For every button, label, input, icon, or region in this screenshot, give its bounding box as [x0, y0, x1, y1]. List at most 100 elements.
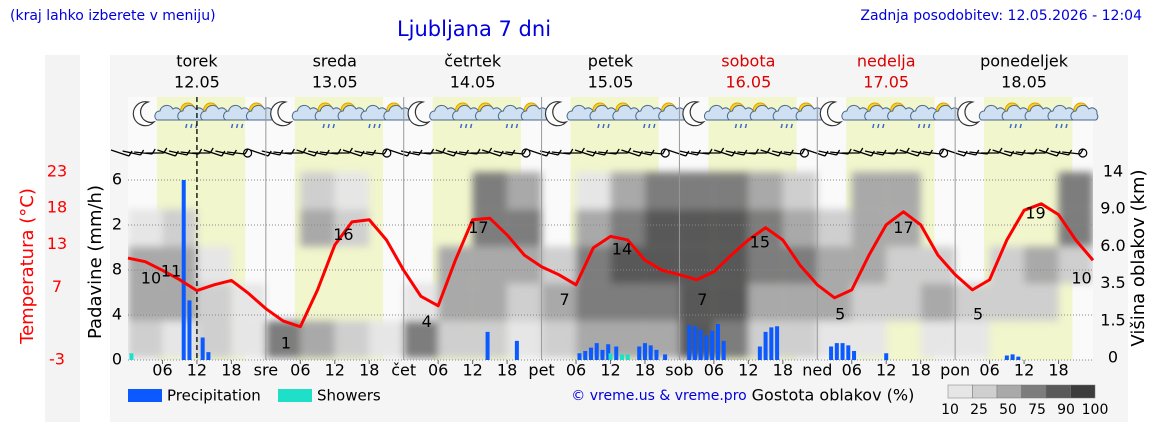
wind-barb [1038, 149, 1061, 157]
day-name: petek [588, 52, 634, 71]
temp-label: 17 [468, 218, 488, 237]
cloud-cell [679, 283, 714, 321]
precip-bar [692, 326, 697, 360]
wind-barb [389, 149, 411, 157]
x-tick-label: sre [254, 361, 278, 380]
precip-bar [840, 343, 845, 360]
cloud-legend-title: Gostota oblakov (%) [752, 386, 915, 405]
cloud-cell [610, 283, 645, 321]
precip-bar [206, 352, 211, 360]
x-tick-label: 06 [979, 361, 999, 380]
cloud-cell [334, 320, 370, 358]
x-tick-label: 06 [842, 361, 862, 380]
cloud-cell [507, 172, 542, 210]
wind-barb [667, 149, 690, 157]
calm-icon [799, 148, 810, 158]
precip-bar [485, 331, 490, 360]
cloud-layer [128, 172, 1093, 358]
wind-barb [922, 148, 945, 155]
precip-bar [642, 343, 647, 360]
cloud-cell [644, 209, 680, 247]
cloud-cell [817, 246, 852, 284]
density-swatch [947, 384, 973, 399]
cloud-tick-label: 6.0 [1100, 236, 1125, 255]
cloud-cell [851, 209, 887, 247]
precip-tick-label: 2 [112, 215, 122, 234]
temperature-line [127, 202, 1095, 329]
x-tick-label: 18 [359, 361, 379, 380]
precip-bar [514, 340, 519, 360]
note: (kraj lahko izberete v meniju) [10, 8, 216, 24]
cloud-cell [644, 172, 680, 210]
density-label: 100 [1082, 402, 1109, 418]
cloud-icon [1070, 104, 1099, 121]
cloud-cell [541, 283, 577, 321]
wind-barb [342, 149, 365, 157]
rain-icon [780, 123, 793, 129]
cloud-cell [265, 320, 301, 358]
precip-bar [594, 343, 599, 360]
precip-bar [648, 345, 653, 360]
day-date: 16.05 [725, 73, 771, 92]
rain-icon [322, 123, 335, 129]
x-tick-label: 12 [738, 361, 758, 380]
temp-label: 19 [1025, 203, 1045, 222]
cloud-cell [472, 320, 508, 358]
rain-icon [734, 123, 748, 129]
precip-bar [846, 345, 851, 360]
cloud-cell [920, 283, 956, 321]
cloud-cell [748, 172, 783, 210]
legend-label: Showers [317, 387, 381, 405]
wind-barb [366, 148, 388, 155]
cloud-cell [576, 246, 611, 284]
precip-bar [715, 324, 720, 360]
wind-barb [783, 148, 806, 155]
cloud-cell [438, 246, 473, 284]
cloud-cell [782, 320, 818, 358]
wind-barb [899, 149, 922, 157]
precip-bar [583, 351, 588, 360]
rain-icon [872, 123, 885, 129]
precip-bar [829, 346, 834, 360]
calm-icon [243, 148, 253, 158]
cloud-cell [955, 320, 990, 358]
cloud-cell [472, 172, 508, 210]
temp-tick-label: 18 [47, 198, 67, 217]
layer: torek 12.05 sreda 13.05 četrtek 14.05 petek 15.… [47, 52, 1126, 419]
cloud-tick-label: 1.5 [1100, 310, 1125, 329]
cloud-cell [817, 209, 852, 247]
precip-tick-label: 4 [112, 305, 122, 324]
calm-icon [660, 148, 670, 158]
cloud-tick-label: 0 [1108, 348, 1118, 367]
x-tick-label: 12 [187, 361, 207, 380]
day-date: 12.05 [174, 73, 220, 92]
cloud-cell [196, 246, 232, 284]
title: Ljubljana 7 dni [397, 17, 551, 41]
cloud-cell [300, 172, 335, 210]
precip-bar [1004, 355, 1009, 360]
x-tick-label: ned [802, 361, 832, 380]
updated: Zadnja posodobitev: 12.05.2026 - 12:04 [860, 8, 1142, 24]
precip-bar [577, 353, 582, 360]
density-swatch [1021, 384, 1047, 399]
rain-icon [459, 123, 473, 129]
wind-barb [296, 149, 319, 157]
precip-tick-label: 0 [112, 350, 122, 369]
precip-tick-label: 8 [112, 260, 122, 279]
precip-bar [687, 325, 692, 360]
temp-tick-label: 13 [47, 234, 67, 253]
cloud-cell [541, 246, 577, 284]
cloud-cell [679, 246, 714, 284]
day-name: torek [176, 52, 218, 71]
temp-tick-label: 23 [47, 162, 67, 181]
x-tick-label: 12 [600, 361, 620, 380]
precip-bar [129, 353, 134, 360]
cloud-cell [851, 172, 887, 210]
precip-bar [663, 354, 668, 360]
wind-barb [992, 149, 1015, 157]
calm-icon [938, 148, 949, 158]
wind-barb [505, 148, 527, 155]
day-date: 13.05 [312, 73, 358, 92]
precip-bar [619, 354, 624, 360]
precip-bar [654, 349, 659, 360]
